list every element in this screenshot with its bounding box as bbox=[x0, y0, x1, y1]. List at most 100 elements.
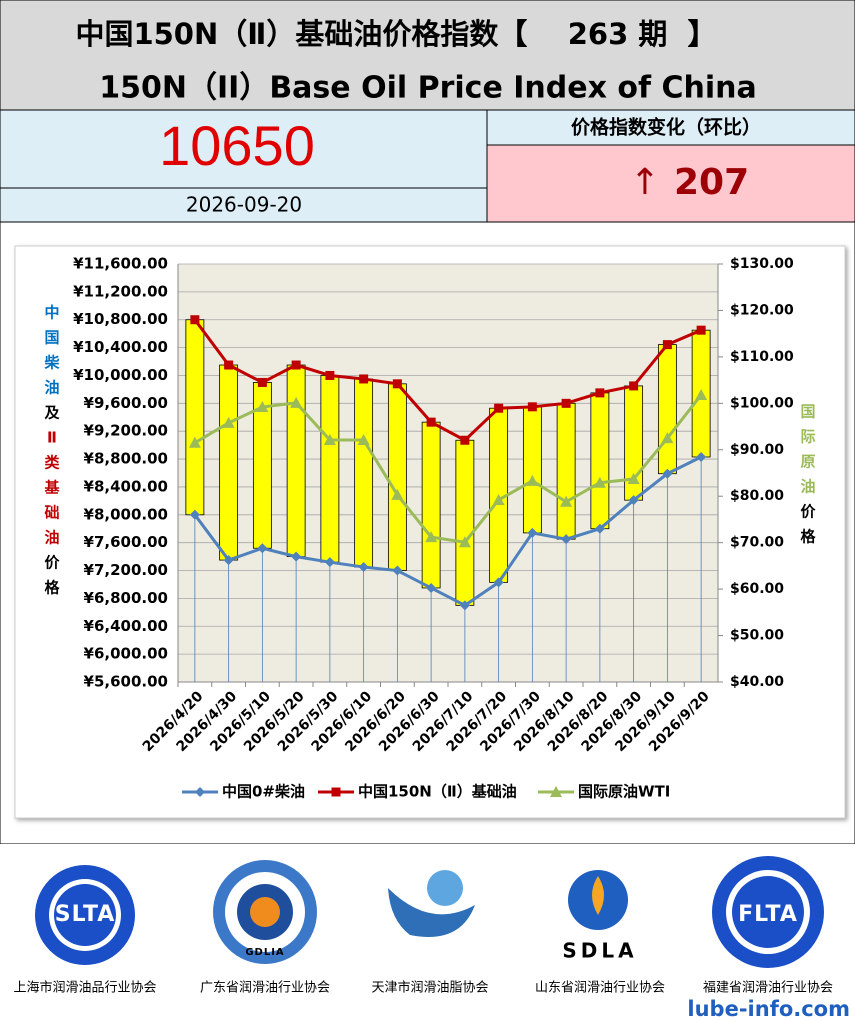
marker bbox=[561, 398, 571, 408]
y-tick-label: ¥8,400.00 bbox=[84, 477, 168, 495]
y2-tick-label: $80.00 bbox=[730, 488, 784, 504]
y2-tick-label: $70.00 bbox=[730, 535, 784, 551]
marker bbox=[493, 577, 504, 588]
up-down-bar bbox=[522, 406, 542, 534]
axis-label: 柴 bbox=[43, 354, 60, 372]
axis-label: 及 bbox=[44, 404, 60, 422]
marker bbox=[560, 495, 573, 507]
y-tick-label: ¥10,400.00 bbox=[73, 338, 168, 356]
up-down-bar bbox=[387, 383, 407, 571]
change-label: 价格指数变化（环比） bbox=[571, 116, 761, 139]
marker bbox=[696, 325, 706, 335]
axis-label: 国 bbox=[800, 403, 815, 421]
marker bbox=[494, 403, 504, 413]
y-tick-label: ¥7,600.00 bbox=[84, 533, 168, 551]
logo-abbr: SDLA bbox=[562, 939, 637, 963]
up-down-bar bbox=[286, 364, 306, 557]
site: lube-info.com bbox=[687, 997, 850, 1021]
y-tick-label: ¥6,800.00 bbox=[84, 589, 168, 607]
marker bbox=[290, 396, 303, 408]
marker bbox=[189, 509, 200, 520]
axis-label: 类 bbox=[44, 454, 60, 472]
marker bbox=[392, 565, 403, 576]
marker bbox=[256, 401, 269, 413]
legend-label: 中国0#柴油 bbox=[222, 783, 305, 801]
legend-label: 国际原油WTI bbox=[578, 783, 670, 801]
y-tick-label: ¥5,600.00 bbox=[84, 673, 168, 691]
marker bbox=[527, 402, 537, 412]
change-arrow: ↑ bbox=[630, 162, 660, 203]
marker bbox=[458, 536, 471, 548]
y-tick-label: ¥7,200.00 bbox=[84, 561, 168, 579]
marker bbox=[291, 551, 302, 562]
y2-tick-label: $50.00 bbox=[730, 628, 784, 644]
y-tick-label: ¥11,200.00 bbox=[73, 282, 168, 300]
subtitle: 150N（II）Base Oil Price Index of China bbox=[99, 71, 756, 106]
y-tick-label: ¥10,000.00 bbox=[73, 366, 168, 384]
y-tick-label: ¥11,600.00 bbox=[73, 255, 168, 273]
marker bbox=[695, 388, 708, 400]
axis-label: 价 bbox=[800, 503, 816, 521]
y-tick-label: ¥6,000.00 bbox=[84, 645, 168, 663]
logo-name: 福建省润滑油行业协会 bbox=[703, 981, 833, 996]
marker bbox=[526, 474, 539, 486]
logo-abbr: GDLIA bbox=[245, 947, 284, 958]
index-cell bbox=[0, 109, 488, 223]
y-tick-label: ¥8,800.00 bbox=[84, 450, 168, 468]
marker bbox=[459, 600, 470, 611]
axis-label: 际 bbox=[800, 428, 815, 446]
y-tick-label: ¥8,000.00 bbox=[84, 505, 168, 523]
marker bbox=[426, 582, 437, 593]
title-band bbox=[0, 0, 855, 111]
marker bbox=[257, 377, 267, 387]
marker bbox=[324, 557, 335, 568]
up-down-bar bbox=[421, 421, 441, 589]
marker bbox=[662, 468, 673, 479]
marker bbox=[595, 388, 605, 398]
up-down-bar bbox=[185, 319, 205, 516]
marker bbox=[323, 434, 336, 446]
y2-tick-label: $60.00 bbox=[730, 581, 784, 597]
marker bbox=[662, 340, 672, 350]
logo-slta bbox=[35, 865, 135, 965]
axis-label: 础 bbox=[44, 504, 59, 522]
y2-tick-label: $40.00 bbox=[730, 674, 784, 690]
marker bbox=[331, 787, 341, 797]
axis-label: 中 bbox=[44, 304, 59, 322]
y2-tick-label: $90.00 bbox=[730, 442, 784, 458]
logo-name: 天津市润滑油脂协会 bbox=[371, 980, 488, 996]
marker bbox=[661, 432, 674, 444]
marker bbox=[527, 527, 538, 538]
up-down-bar bbox=[219, 364, 239, 561]
marker bbox=[257, 543, 268, 554]
marker bbox=[291, 360, 301, 370]
y2-tick-label: $130.00 bbox=[730, 256, 794, 272]
y-tick-label: ¥9,600.00 bbox=[84, 394, 168, 412]
marker bbox=[358, 562, 369, 573]
axis-label: 国 bbox=[44, 329, 59, 347]
marker bbox=[224, 360, 234, 370]
logo-abbr: FLTA bbox=[738, 902, 798, 927]
axis-label: 基 bbox=[43, 479, 60, 497]
title: 中国150N（Ⅱ）基础油价格指数【 263 期 】 bbox=[75, 17, 716, 51]
logo-flta bbox=[712, 856, 824, 968]
marker bbox=[628, 495, 639, 506]
marker bbox=[594, 523, 605, 534]
marker bbox=[550, 786, 562, 797]
up-down-bar bbox=[354, 378, 374, 568]
logo-name: 上海市润滑油品行业协会 bbox=[13, 980, 156, 996]
marker bbox=[359, 374, 369, 384]
logo-name: 广东省润滑油行业协会 bbox=[200, 981, 330, 996]
marker bbox=[425, 531, 438, 543]
axis-label: 原 bbox=[800, 453, 815, 471]
up-down-bar bbox=[657, 344, 677, 475]
marker bbox=[629, 381, 639, 391]
change-label-cell bbox=[486, 109, 855, 146]
y2-tick-label: $100.00 bbox=[730, 395, 794, 411]
marker bbox=[357, 434, 370, 446]
marker bbox=[492, 493, 505, 505]
y2-tick-label: $110.00 bbox=[730, 349, 794, 365]
marker bbox=[460, 435, 470, 445]
up-down-bar bbox=[320, 375, 340, 563]
